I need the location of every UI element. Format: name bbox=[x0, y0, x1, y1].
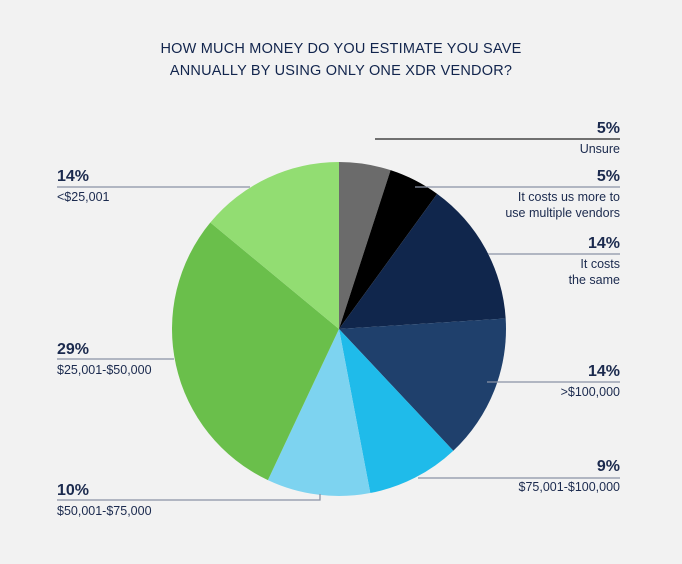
category-label: It costs the same bbox=[568, 257, 620, 287]
category-label: $50,001-$75,000 bbox=[57, 504, 152, 518]
pie-slice bbox=[339, 162, 391, 329]
slice-label: 14% <$25,001 bbox=[57, 168, 109, 205]
data-label-percent: 10% bbox=[57, 482, 90, 499]
data-label-percent: 14% bbox=[587, 235, 620, 252]
slice-label: 9% $75,001-$100,000 bbox=[519, 458, 620, 495]
slice-label: 5% It costs us more to use multiple vendor… bbox=[505, 168, 620, 221]
data-label-percent: 5% bbox=[596, 168, 620, 185]
category-label: Unsure bbox=[579, 142, 620, 156]
data-label-percent: 29% bbox=[57, 341, 90, 358]
pie-slice bbox=[267, 329, 371, 496]
chart-title-line-1: HOW MUCH MONEY DO YOU ESTIMATE YOU SAVE bbox=[160, 41, 522, 57]
slice-label: 29% $25,001-$50,000 bbox=[57, 341, 152, 378]
slice-label: 5% Unsure bbox=[580, 120, 620, 157]
category-label: It costs us more to use multiple vendors bbox=[505, 190, 620, 220]
data-label-percent: 5% bbox=[596, 120, 620, 137]
chart-title-line-2: ANNUALLY BY USING ONLY ONE XDR VENDOR? bbox=[169, 63, 513, 79]
slice-label: 10% $50,001-$75,000 bbox=[57, 482, 152, 519]
slice-label: 14% >$100,000 bbox=[561, 363, 620, 400]
leader-line bbox=[57, 494, 321, 501]
pie-slice bbox=[339, 193, 506, 329]
pie-slice bbox=[210, 162, 339, 329]
pie-slice bbox=[339, 170, 438, 329]
pie-slice bbox=[339, 318, 507, 451]
category-label: >$100,000 bbox=[560, 385, 620, 399]
slice-label: 14% It costs the same bbox=[569, 235, 620, 288]
category-label: <$25,001 bbox=[57, 190, 110, 204]
category-label: $75,001-$100,000 bbox=[518, 480, 620, 494]
data-label-percent: 9% bbox=[596, 458, 620, 475]
chart-title: HOW MUCH MONEY DO YOU ESTIMATE YOU SAVE … bbox=[0, 38, 682, 82]
pie-slice bbox=[339, 329, 454, 494]
category-label: $25,001-$50,000 bbox=[57, 363, 152, 377]
data-label-percent: 14% bbox=[587, 363, 620, 380]
pie-slice bbox=[171, 222, 339, 481]
data-label-percent: 14% bbox=[57, 168, 90, 185]
